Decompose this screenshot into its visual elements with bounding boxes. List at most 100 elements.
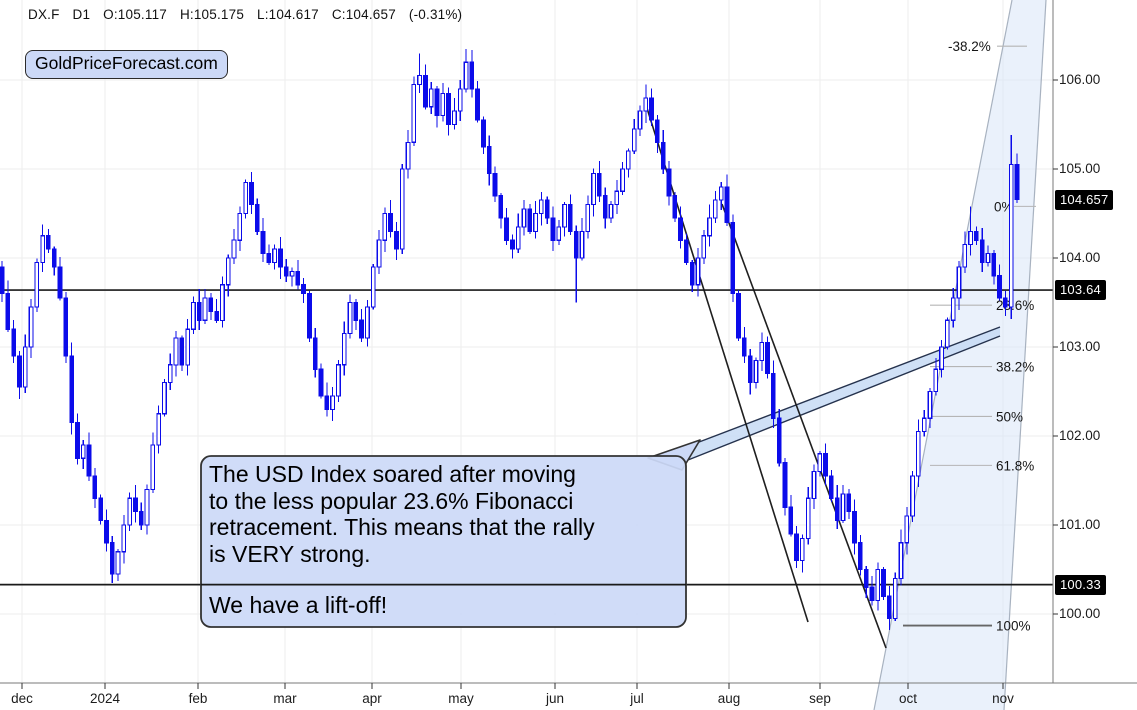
ohlc-header: DX.F D1 O:105.117 H:105.175 L:104.617 C:…	[28, 7, 471, 22]
fib-label: 50%	[996, 409, 1023, 424]
candle-up	[533, 212, 538, 232]
candle-up	[417, 75, 422, 86]
candle-down	[568, 204, 573, 232]
candle-down	[498, 195, 504, 219]
declining-trendline	[645, 104, 809, 623]
candle-down	[260, 230, 266, 255]
candle-down	[359, 319, 364, 339]
fib-label: 38.2%	[996, 360, 1034, 375]
time-axis-label: dec	[11, 691, 33, 706]
candle-up	[405, 141, 411, 170]
candle-up	[330, 395, 335, 410]
candle-down	[678, 217, 683, 241]
candle-down	[1003, 297, 1008, 308]
candle-down	[550, 217, 556, 241]
candle-down	[869, 586, 875, 602]
candle-up	[753, 359, 759, 384]
candle-down	[63, 297, 69, 357]
candle-up	[336, 364, 341, 397]
candle-down	[196, 301, 202, 321]
price-axis-label: 105.00	[1059, 161, 1101, 176]
candle-up	[150, 444, 156, 490]
candle-up	[428, 88, 434, 108]
candle-up	[202, 297, 208, 321]
candle-down	[829, 475, 834, 499]
open-value: O:105.117	[103, 7, 167, 22]
time-axis-label: feb	[188, 691, 208, 706]
candle-down	[254, 204, 260, 232]
candle-up	[718, 186, 724, 201]
rising-channel-right-line	[1003, 0, 1047, 710]
candle-down	[655, 119, 660, 143]
candle-down	[823, 453, 828, 477]
candle-down	[742, 337, 747, 357]
high-value: H:105.175	[179, 7, 245, 22]
candle-up	[921, 417, 927, 433]
candle-up	[539, 199, 544, 215]
candle-up	[225, 257, 231, 286]
candle-up	[220, 284, 225, 321]
candle-down	[597, 172, 602, 197]
candle-down	[353, 301, 359, 321]
candle-down	[544, 199, 550, 219]
candle-down	[776, 417, 782, 464]
candle-up	[585, 204, 591, 232]
close-value: C:104.657	[331, 7, 396, 22]
candle-down	[730, 221, 736, 295]
candle-up	[452, 110, 457, 126]
annotation-callout: The USD Index soared after moving to the…	[209, 461, 681, 619]
candle-down	[492, 172, 498, 197]
candle-down	[5, 293, 11, 330]
candle-down	[133, 497, 138, 513]
fib-label: -38.2%	[948, 39, 991, 54]
candle-down	[771, 373, 776, 419]
candle-up	[121, 524, 127, 553]
callout-line: We have a lift-off!	[209, 592, 388, 618]
callout-line: to the less popular 23.6% Fibonacci	[209, 487, 574, 514]
candle-up	[411, 83, 417, 143]
candle-down	[747, 355, 753, 384]
candle-down	[283, 266, 289, 277]
candle-down	[997, 275, 1002, 299]
candle-down	[724, 186, 730, 223]
support-ribbon-lower-line	[687, 335, 1001, 461]
candle-up	[347, 301, 353, 335]
fib-label: 61.8%	[996, 458, 1034, 473]
time-axis-label: sep	[809, 691, 831, 706]
candle-up	[272, 248, 277, 264]
candle-up	[916, 430, 921, 477]
candle-down	[388, 212, 393, 232]
candle-up	[144, 488, 150, 526]
candle-up	[376, 239, 382, 268]
candle-up	[515, 226, 521, 250]
candle-up	[167, 364, 173, 384]
candle-down	[666, 168, 672, 197]
candle-down	[794, 533, 799, 562]
candle-down	[1014, 164, 1020, 201]
fib-label: 0%	[994, 199, 1014, 214]
candle-up	[811, 471, 817, 499]
candles	[0, 48, 1020, 631]
candle-down	[991, 253, 997, 277]
candle-down	[214, 310, 219, 321]
candle-down	[469, 61, 475, 90]
candle-up	[910, 475, 915, 517]
candle-up	[840, 493, 846, 522]
candle-down	[266, 253, 272, 264]
candle-up	[191, 301, 196, 330]
candle-down	[846, 493, 852, 513]
candle-down	[92, 475, 98, 499]
candle-down	[0, 266, 5, 295]
brand-logo: GoldPriceForecast.com	[25, 50, 228, 79]
fibonacci-levels: -38.2% 0% 23.6% 38.2% 50% 61.8% 100%	[903, 39, 1036, 634]
candle-up	[962, 244, 968, 268]
candle-up	[898, 542, 904, 579]
candle-up	[968, 230, 973, 246]
candle-up	[22, 346, 28, 388]
candle-up	[127, 497, 132, 526]
price-badge: 104.657	[1055, 189, 1114, 210]
candle-down	[863, 568, 869, 588]
candle-up	[556, 226, 562, 241]
candle-down	[138, 511, 144, 526]
